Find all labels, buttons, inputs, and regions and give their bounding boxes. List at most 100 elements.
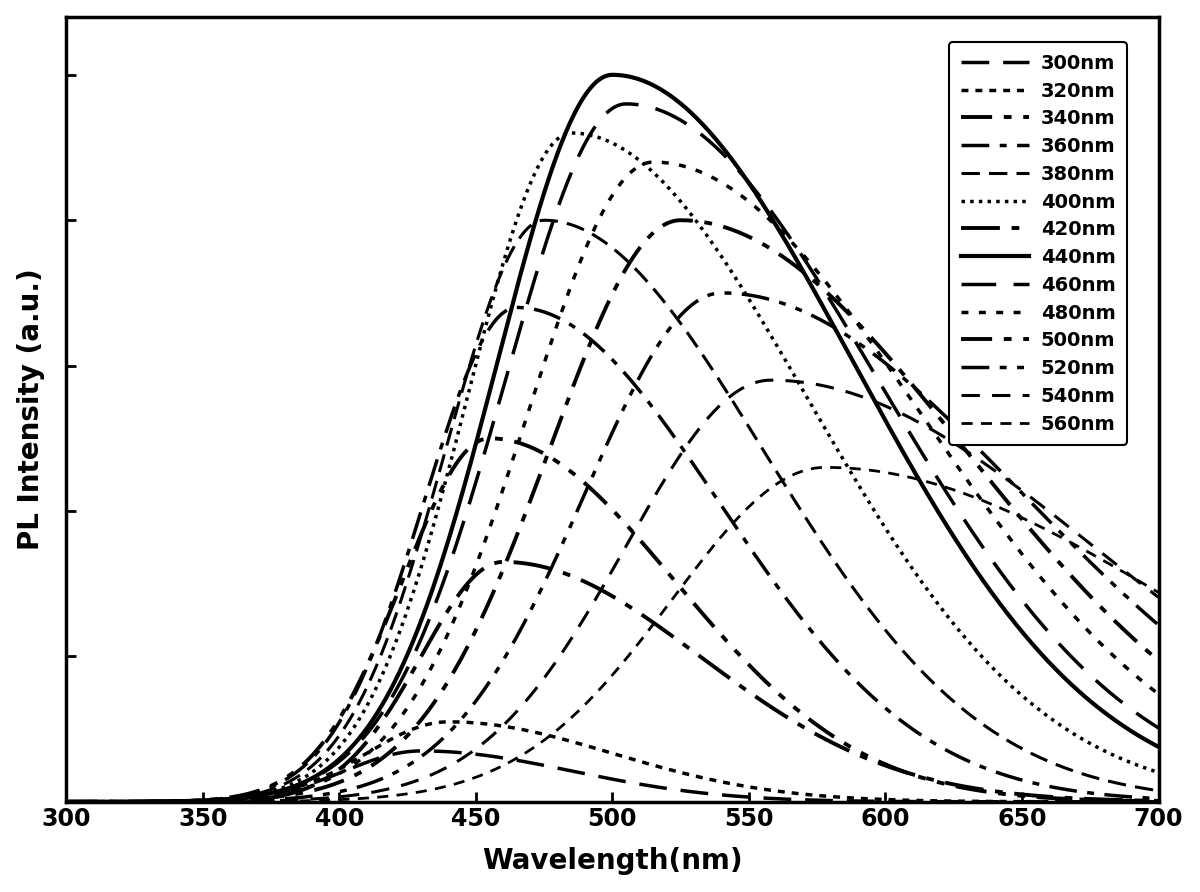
360nm xyxy=(526,303,540,314)
340nm xyxy=(1151,796,1165,806)
360nm xyxy=(184,796,198,806)
440nm xyxy=(184,796,198,806)
440nm xyxy=(605,70,619,80)
420nm xyxy=(1151,796,1165,806)
320nm xyxy=(184,796,198,806)
400nm xyxy=(564,128,578,138)
Line: 420nm: 420nm xyxy=(66,562,1158,802)
380nm xyxy=(526,219,540,229)
380nm xyxy=(184,796,198,806)
Line: 400nm: 400nm xyxy=(66,133,1158,802)
480nm xyxy=(646,157,660,168)
560nm xyxy=(59,797,73,807)
540nm xyxy=(1130,575,1145,586)
460nm xyxy=(248,790,263,801)
340nm xyxy=(59,797,73,807)
X-axis label: Wavelength(nm): Wavelength(nm) xyxy=(482,847,743,875)
380nm xyxy=(1013,742,1027,753)
540nm xyxy=(1013,483,1027,494)
500nm xyxy=(1013,511,1027,522)
440nm xyxy=(526,227,540,237)
320nm xyxy=(1151,797,1165,807)
420nm xyxy=(478,562,492,573)
300nm xyxy=(1013,797,1027,807)
360nm xyxy=(1130,792,1145,803)
420nm xyxy=(59,797,73,807)
520nm xyxy=(478,683,492,694)
540nm xyxy=(478,737,492,747)
320nm xyxy=(442,716,456,727)
Line: 360nm: 360nm xyxy=(66,308,1158,802)
320nm xyxy=(526,726,540,737)
420nm xyxy=(1130,795,1145,805)
520nm xyxy=(59,797,73,807)
380nm xyxy=(59,797,73,807)
Line: 340nm: 340nm xyxy=(66,438,1158,802)
560nm xyxy=(184,797,198,807)
340nm xyxy=(184,796,198,806)
360nm xyxy=(510,302,524,313)
520nm xyxy=(184,797,198,807)
340nm xyxy=(526,442,540,453)
460nm xyxy=(184,796,198,806)
500nm xyxy=(526,490,540,500)
Legend: 300nm, 320nm, 340nm, 360nm, 380nm, 400nm, 420nm, 440nm, 460nm, 480nm, 500nm, 520: 300nm, 320nm, 340nm, 360nm, 380nm, 400nm… xyxy=(949,42,1127,445)
460nm xyxy=(619,98,634,109)
400nm xyxy=(478,323,492,334)
480nm xyxy=(59,797,73,807)
560nm xyxy=(1151,587,1165,598)
300nm xyxy=(479,750,493,761)
520nm xyxy=(715,287,730,298)
340nm xyxy=(1013,790,1027,801)
360nm xyxy=(1151,793,1165,804)
540nm xyxy=(248,796,263,806)
520nm xyxy=(248,795,263,805)
360nm xyxy=(59,797,73,807)
480nm xyxy=(184,796,198,806)
460nm xyxy=(1130,708,1145,719)
500nm xyxy=(673,215,688,226)
440nm xyxy=(478,404,492,415)
320nm xyxy=(1130,797,1145,807)
300nm xyxy=(414,746,428,756)
540nm xyxy=(1151,592,1165,603)
360nm xyxy=(478,330,492,341)
Line: 560nm: 560nm xyxy=(66,467,1158,802)
560nm xyxy=(248,797,263,807)
340nm xyxy=(1130,796,1145,806)
460nm xyxy=(1151,723,1165,733)
340nm xyxy=(248,787,263,797)
320nm xyxy=(59,797,73,807)
300nm xyxy=(526,758,540,769)
360nm xyxy=(248,787,263,797)
460nm xyxy=(478,446,492,457)
Line: 480nm: 480nm xyxy=(66,162,1158,802)
460nm xyxy=(526,281,540,292)
400nm xyxy=(526,173,540,184)
520nm xyxy=(1130,601,1145,612)
320nm xyxy=(479,718,493,729)
Line: 300nm: 300nm xyxy=(66,751,1158,802)
480nm xyxy=(1130,672,1145,682)
480nm xyxy=(248,792,263,803)
500nm xyxy=(184,796,198,806)
460nm xyxy=(1013,592,1027,603)
360nm xyxy=(1013,774,1027,785)
500nm xyxy=(248,793,263,804)
480nm xyxy=(478,535,492,546)
520nm xyxy=(526,601,540,612)
420nm xyxy=(496,557,510,567)
400nm xyxy=(59,797,73,807)
500nm xyxy=(1151,656,1165,666)
480nm xyxy=(526,394,540,405)
420nm xyxy=(184,797,198,807)
440nm xyxy=(1130,730,1145,740)
300nm xyxy=(1151,797,1165,807)
560nm xyxy=(1130,574,1145,585)
540nm xyxy=(764,375,779,385)
300nm xyxy=(184,796,198,806)
380nm xyxy=(536,215,551,226)
500nm xyxy=(1130,637,1145,648)
460nm xyxy=(59,797,73,807)
Line: 380nm: 380nm xyxy=(66,220,1158,802)
